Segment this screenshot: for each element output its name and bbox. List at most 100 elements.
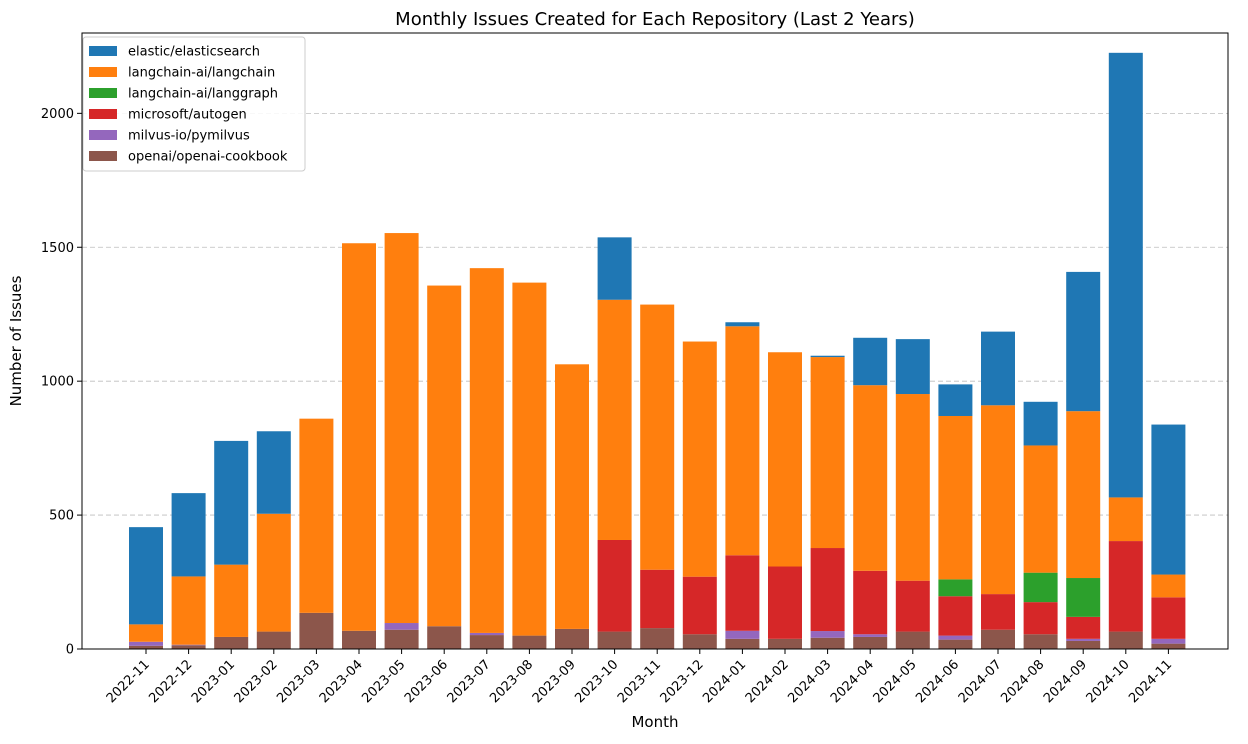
bar-microsoft-autogen [1151, 597, 1186, 639]
bar-langchain-ai-langchain [682, 341, 717, 577]
legend-swatch [89, 67, 117, 77]
bar-elastic-elasticsearch [214, 440, 249, 565]
x-tick-label: 2024-01 [700, 657, 749, 706]
bar-langchain-ai-langchain [512, 282, 547, 636]
x-tick-label: 2023-12 [658, 657, 707, 706]
x-tick-label: 2024-03 [785, 657, 834, 706]
bar-elastic-elasticsearch [129, 527, 163, 625]
bar-langchain-ai-langchain [1151, 574, 1186, 598]
bar-elastic-elasticsearch [1066, 271, 1101, 412]
bar-elastic-elasticsearch [981, 331, 1015, 406]
bar-openai-openai-cookbook [1108, 631, 1143, 649]
bar-langchain-ai-langchain [129, 624, 163, 642]
x-tick-label: 2023-01 [189, 657, 238, 706]
bar-milvus-io-pymilvus [129, 641, 163, 646]
bar-openai-openai-cookbook [981, 629, 1015, 649]
bar-openai-openai-cookbook [384, 629, 419, 649]
x-tick-label: 2023-09 [530, 657, 579, 706]
bar-elastic-elasticsearch [853, 337, 888, 386]
y-tick-label: 1000 [41, 375, 74, 390]
bar-langchain-ai-langchain [1108, 497, 1143, 542]
legend-label: elastic/elasticsearch [128, 45, 260, 60]
legend-label: microsoft/autogen [128, 108, 247, 123]
bar-openai-openai-cookbook [597, 631, 632, 649]
x-tick-label: 2024-04 [828, 657, 877, 706]
legend-label: langchain-ai/langchain [128, 66, 275, 81]
bar-microsoft-autogen [853, 570, 888, 635]
bar-microsoft-autogen [981, 594, 1015, 630]
bar-langchain-ai-langchain [256, 513, 291, 632]
x-tick-label: 2023-11 [615, 657, 664, 706]
bar-milvus-io-pymilvus [384, 623, 419, 630]
bar-openai-openai-cookbook [1023, 634, 1058, 649]
bar-langchain-ai-langchain [555, 364, 589, 629]
bar-openai-openai-cookbook [342, 630, 376, 649]
bar-langchain-ai-langgraph [1066, 578, 1101, 617]
bar-openai-openai-cookbook [895, 631, 930, 649]
bar-openai-openai-cookbook [682, 634, 717, 649]
y-tick-label: 2000 [41, 107, 74, 122]
bar-openai-openai-cookbook [256, 631, 291, 649]
x-tick-label: 2024-08 [998, 657, 1047, 706]
bar-openai-openai-cookbook [640, 628, 675, 649]
bar-langchain-ai-langchain [214, 564, 249, 637]
bar-microsoft-autogen [810, 548, 845, 632]
bar-langchain-ai-langchain [640, 304, 675, 570]
x-axis-ticks: 2022-112022-122023-012023-022023-032023-… [104, 649, 1175, 706]
bar-milvus-io-pymilvus [938, 635, 973, 640]
plot-area-frame [81, 32, 1229, 650]
bar-openai-openai-cookbook [1151, 643, 1186, 649]
bar-milvus-io-pymilvus [810, 631, 845, 638]
x-tick-label: 2023-02 [232, 657, 281, 706]
x-tick-label: 2023-10 [572, 657, 621, 706]
bar-openai-openai-cookbook [853, 636, 888, 649]
bar-langchain-ai-langchain [342, 243, 376, 631]
bar-microsoft-autogen [768, 566, 802, 639]
bar-microsoft-autogen [640, 569, 675, 629]
legend-swatch [89, 130, 117, 140]
bar-openai-openai-cookbook [725, 638, 760, 649]
bar-microsoft-autogen [895, 580, 930, 632]
x-tick-label: 2022-12 [146, 657, 195, 706]
bar-elastic-elasticsearch [938, 384, 973, 416]
legend-box [82, 36, 306, 172]
bar-openai-openai-cookbook [938, 639, 973, 649]
bar-langchain-ai-langchain [171, 576, 206, 645]
bar-langchain-ai-langchain [938, 415, 973, 580]
bar-langchain-ai-langgraph [938, 579, 973, 597]
legend-swatch [89, 88, 117, 98]
x-tick-label: 2024-06 [913, 657, 962, 706]
bar-langchain-ai-langchain [597, 299, 632, 540]
bar-microsoft-autogen [597, 539, 632, 632]
x-tick-label: 2023-07 [445, 657, 494, 706]
bar-milvus-io-pymilvus [469, 632, 504, 636]
x-tick-label: 2024-11 [1126, 657, 1175, 706]
y-tick-label: 0 [66, 643, 74, 658]
x-tick-label: 2022-11 [104, 657, 153, 706]
bar-langchain-ai-langchain [1066, 411, 1101, 579]
bar-openai-openai-cookbook [129, 645, 163, 649]
x-tick-label: 2023-06 [402, 657, 451, 706]
x-tick-label: 2024-05 [871, 657, 920, 706]
x-tick-label: 2024-09 [1041, 657, 1090, 706]
bar-milvus-io-pymilvus [853, 634, 888, 637]
bar-openai-openai-cookbook [214, 636, 249, 649]
bar-openai-openai-cookbook [469, 635, 504, 649]
bar-langchain-ai-langchain [469, 268, 504, 633]
bar-elastic-elasticsearch [597, 237, 632, 300]
bar-openai-openai-cookbook [768, 638, 802, 649]
bar-microsoft-autogen [682, 576, 717, 635]
bar-microsoft-autogen [1023, 602, 1058, 635]
bar-langchain-ai-langgraph [1023, 572, 1058, 603]
bar-microsoft-autogen [938, 596, 973, 636]
bar-langchain-ai-langchain [853, 385, 888, 571]
bar-langchain-ai-langchain [1023, 445, 1058, 573]
bar-microsoft-autogen [1108, 541, 1143, 632]
y-axis-label: Number of Issues [7, 275, 25, 406]
x-tick-label: 2024-07 [956, 657, 1005, 706]
bar-elastic-elasticsearch [1108, 52, 1143, 498]
bar-langchain-ai-langchain [725, 326, 760, 556]
x-tick-label: 2023-04 [317, 657, 366, 706]
bar-elastic-elasticsearch [256, 431, 291, 514]
